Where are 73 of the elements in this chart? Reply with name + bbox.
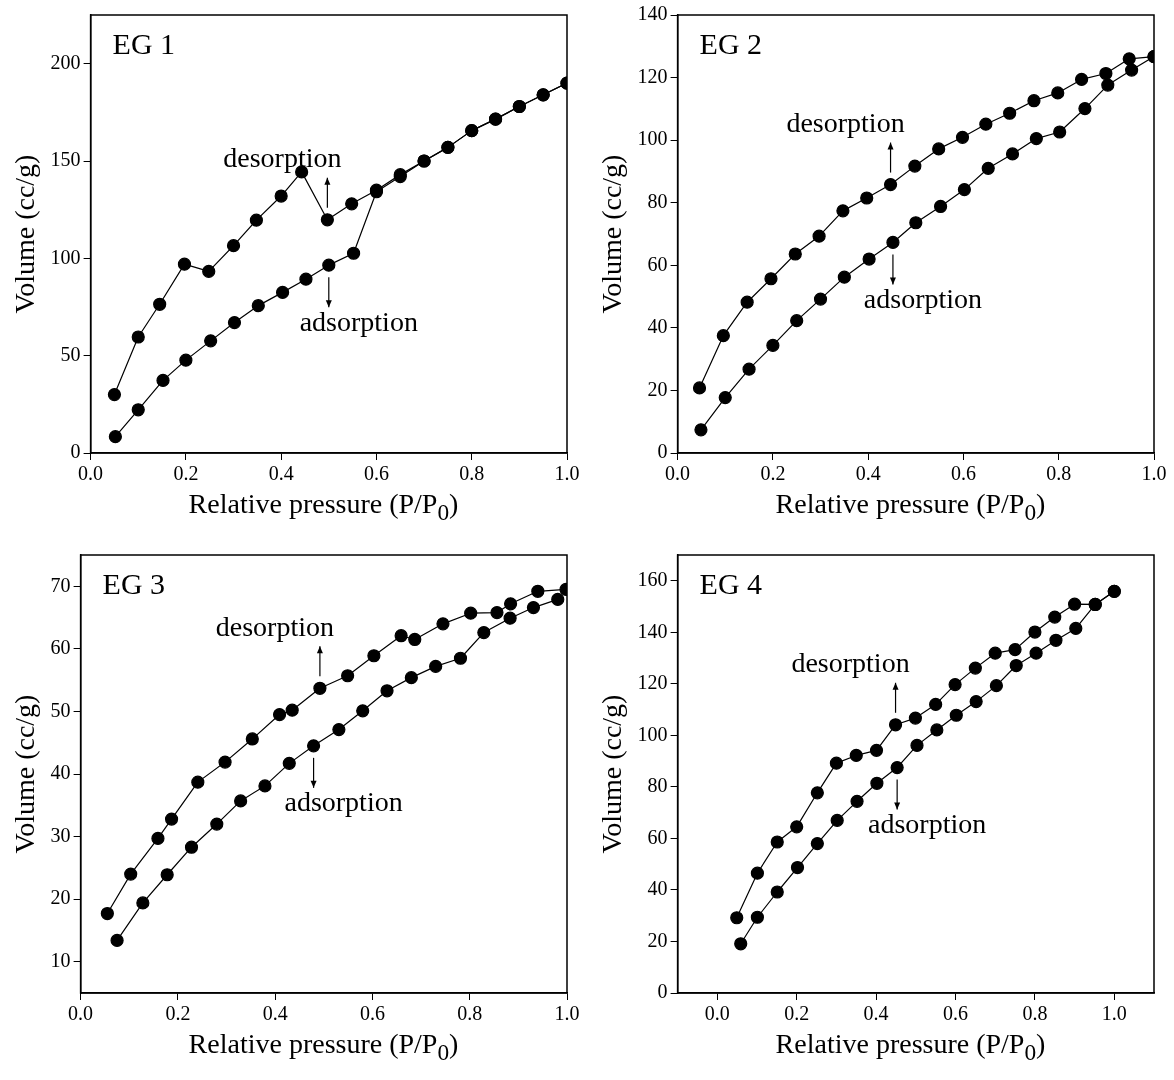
annotation: adsorption bbox=[863, 282, 983, 314]
x-tick-label: 0.4 bbox=[268, 462, 294, 485]
x-axis-title: Relative pressure (P/P$_{0}$) bbox=[187, 1028, 460, 1066]
y-tick-label: 50 bbox=[50, 698, 71, 721]
x-tick-label: 0.0 bbox=[68, 1002, 94, 1025]
x-tick-label: 0.2 bbox=[165, 1002, 191, 1025]
x-tick-label: 0.6 bbox=[363, 462, 389, 485]
y-tick-label: 60 bbox=[50, 636, 71, 659]
x-tick-label: 0.2 bbox=[784, 1002, 810, 1025]
y-tick-label: 120 bbox=[637, 671, 668, 694]
x-tick-label: 0.0 bbox=[665, 462, 691, 485]
x-tick-label: 0.6 bbox=[359, 1002, 385, 1025]
x-tick-label: 1.0 bbox=[1101, 1002, 1127, 1025]
y-axis-title: Volume (cc/g) bbox=[596, 154, 628, 314]
y-tick-label: 0 bbox=[657, 440, 668, 463]
x-axis-title: Relative pressure (P/P$_{0}$) bbox=[187, 488, 460, 526]
y-tick-label: 10 bbox=[50, 948, 71, 971]
annotation: desorption bbox=[215, 610, 335, 642]
y-tick-label: 20 bbox=[647, 928, 668, 951]
annotation: adsorption bbox=[868, 807, 987, 839]
y-tick-label: 0 bbox=[70, 440, 81, 463]
annotation: adsorption bbox=[284, 786, 403, 818]
x-tick-label: 0.8 bbox=[457, 1002, 483, 1025]
x-tick-label: 0.2 bbox=[760, 462, 786, 485]
x-tick-label: 0.6 bbox=[943, 1002, 968, 1025]
y-tick-label: 120 bbox=[637, 64, 668, 87]
y-tick-label: 20 bbox=[647, 377, 668, 400]
y-axis-title: Volume (cc/g) bbox=[9, 154, 41, 314]
y-tick-label: 80 bbox=[647, 189, 668, 212]
y-tick-label: 80 bbox=[647, 774, 668, 797]
x-tick-label: 1.0 bbox=[1141, 462, 1167, 485]
y-tick-label: 40 bbox=[50, 761, 71, 784]
annotation: desorption bbox=[223, 142, 342, 174]
annotation: adsorption bbox=[299, 305, 418, 337]
chart-title: EG 4 bbox=[699, 566, 763, 600]
x-axis-title: Relative pressure (P/P$_{0}$) bbox=[774, 1028, 1047, 1066]
x-tick-label: 0.0 bbox=[704, 1002, 730, 1025]
x-tick-label: 0.4 bbox=[863, 1002, 889, 1025]
annotation: desorption bbox=[786, 106, 905, 138]
y-tick-label: 60 bbox=[647, 825, 668, 848]
y-tick-label: 150 bbox=[50, 148, 81, 171]
x-tick-label: 0.8 bbox=[1046, 462, 1072, 485]
x-tick-label: 0.6 bbox=[950, 462, 976, 485]
x-axis-title: Relative pressure (P/P$_{0}$) bbox=[774, 488, 1047, 526]
chart-title: EG 2 bbox=[699, 26, 763, 60]
x-tick-label: 0.8 bbox=[1022, 1002, 1048, 1025]
y-tick-label: 60 bbox=[647, 252, 668, 275]
y-tick-label: 160 bbox=[637, 568, 668, 591]
x-tick-label: 0.8 bbox=[459, 462, 485, 485]
x-tick-label: 1.0 bbox=[554, 462, 580, 485]
y-tick-label: 40 bbox=[647, 877, 668, 900]
y-tick-label: 0 bbox=[657, 980, 668, 1003]
x-tick-label: 0.4 bbox=[262, 1002, 288, 1025]
x-tick-label: 0.0 bbox=[78, 462, 104, 485]
y-tick-label: 50 bbox=[60, 342, 81, 365]
y-tick-label: 140 bbox=[637, 619, 668, 642]
y-axis-title: Volume (cc/g) bbox=[9, 694, 41, 854]
y-tick-label: 20 bbox=[50, 886, 71, 909]
y-tick-label: 70 bbox=[50, 573, 71, 596]
y-tick-label: 100 bbox=[637, 127, 668, 150]
y-tick-label: 200 bbox=[50, 50, 81, 73]
y-tick-label: 30 bbox=[50, 823, 71, 846]
chart-title: EG 1 bbox=[112, 26, 176, 60]
y-tick-label: 40 bbox=[647, 315, 668, 338]
y-axis-title: Volume (cc/g) bbox=[596, 694, 628, 854]
y-tick-label: 140 bbox=[637, 2, 668, 25]
y-tick-label: 100 bbox=[50, 245, 81, 268]
annotation: desorption bbox=[791, 647, 910, 679]
x-tick-label: 0.2 bbox=[173, 462, 199, 485]
x-tick-label: 0.4 bbox=[855, 462, 881, 485]
chart-title: EG 3 bbox=[102, 566, 166, 600]
y-tick-label: 100 bbox=[637, 722, 668, 745]
x-tick-label: 1.0 bbox=[554, 1002, 580, 1025]
